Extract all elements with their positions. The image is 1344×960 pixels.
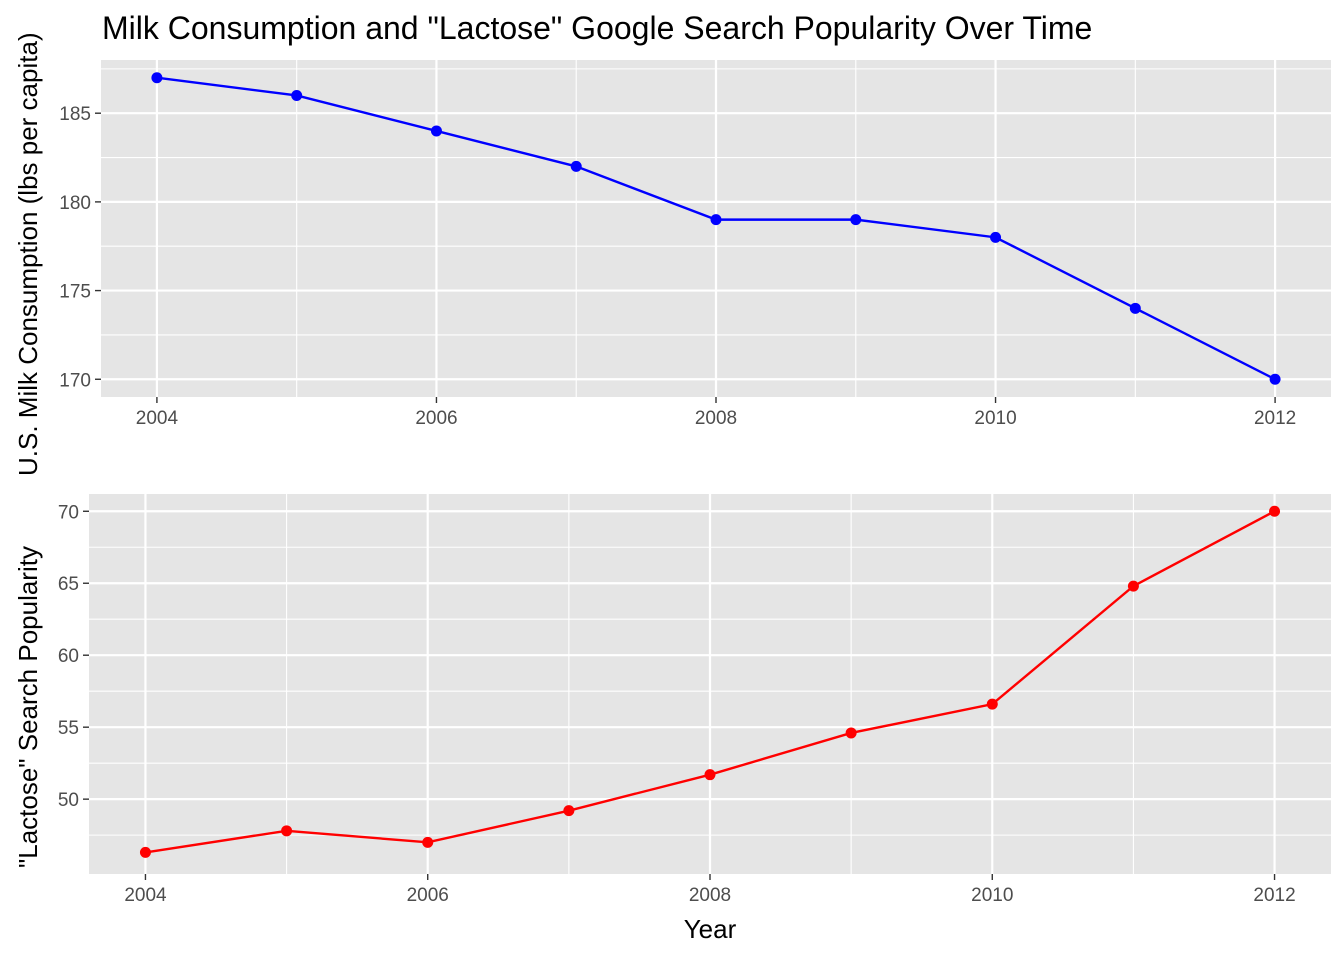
- bottom-panel-data-point: [845, 727, 857, 739]
- bottom-panel-data-point: [563, 805, 575, 817]
- bottom-panel-data-point: [704, 769, 716, 781]
- bottom-panel-x-tick-label: 2012: [1253, 885, 1295, 906]
- bottom-panel-data-point: [139, 846, 151, 858]
- top-panel-y-axis-title: U.S. Milk Consumption (lbs per capita): [13, 32, 43, 476]
- top-panel-x-tick-label: 2010: [974, 408, 1016, 429]
- bottom-panel-y-tick-label: 70: [58, 502, 79, 523]
- bottom-panel-grid: [89, 494, 1331, 874]
- top-panel-data-point: [850, 214, 862, 226]
- bottom-panel-x-tick-label: 2010: [971, 885, 1013, 906]
- top-panel-y-tick-label: 175: [59, 282, 91, 303]
- top-panel-data-point: [430, 125, 442, 137]
- bottom-panel-y-tick-label: 50: [58, 790, 79, 811]
- bottom-panel-data-point: [1269, 505, 1281, 517]
- top-panel-x-tick-label: 2006: [415, 408, 457, 429]
- bottom-panel-x-tick-label: 2006: [407, 885, 449, 906]
- bottom-panel: 2004 2006 2008 2010 2012 50 55 60 65 70 "Lactose"…: [13, 494, 1331, 906]
- bottom-panel-data-point: [281, 825, 293, 837]
- bottom-panel-axes: 2004 2006 2008 2010 2012 50 55 60 65 70: [58, 502, 1296, 906]
- top-panel-data-point: [990, 231, 1002, 243]
- top-panel-x-tick-label: 2012: [1254, 408, 1296, 429]
- chart-title: Milk Consumption and "Lactose" Google Se…: [102, 10, 1092, 46]
- top-panel-data-point: [1269, 373, 1281, 385]
- top-panel-data-point: [570, 160, 582, 172]
- top-panel-y-tick-label: 170: [59, 370, 91, 391]
- top-panel-y-tick-label: 185: [59, 104, 91, 125]
- bottom-panel-y-tick-label: 60: [58, 646, 79, 667]
- top-panel-x-tick-label: 2008: [695, 408, 737, 429]
- bottom-panel-series: [139, 505, 1281, 858]
- bottom-panel-data-point: [422, 836, 434, 848]
- bottom-panel-x-tick-label: 2008: [689, 885, 731, 906]
- bottom-panel-y-tick-label: 65: [58, 574, 79, 595]
- bottom-panel-y-axis-title: "Lactose" Search Popularity: [13, 546, 43, 868]
- top-panel-data-point: [710, 214, 722, 226]
- top-panel-data-point: [1129, 302, 1141, 314]
- top-panel-y-tick-label: 180: [59, 193, 91, 214]
- x-axis-title: Year: [684, 914, 737, 944]
- top-panel-series: [151, 72, 1281, 385]
- bottom-panel-data-point: [1127, 580, 1139, 592]
- top-panel: 2004 2006 2008 2010 2012 170 175 180 185 U.S. Mi…: [13, 32, 1331, 476]
- bottom-panel-y-tick-label: 55: [58, 718, 79, 739]
- top-panel-x-tick-label: 2004: [136, 408, 179, 429]
- top-panel-data-point: [291, 89, 303, 101]
- top-panel-data-point: [151, 72, 163, 84]
- top-panel-grid: [101, 60, 1331, 397]
- top-panel-axes: 2004 2006 2008 2010 2012 170 175 180 185: [59, 104, 1296, 429]
- bottom-panel-data-point: [986, 698, 998, 710]
- bottom-panel-x-tick-label: 2004: [124, 885, 167, 906]
